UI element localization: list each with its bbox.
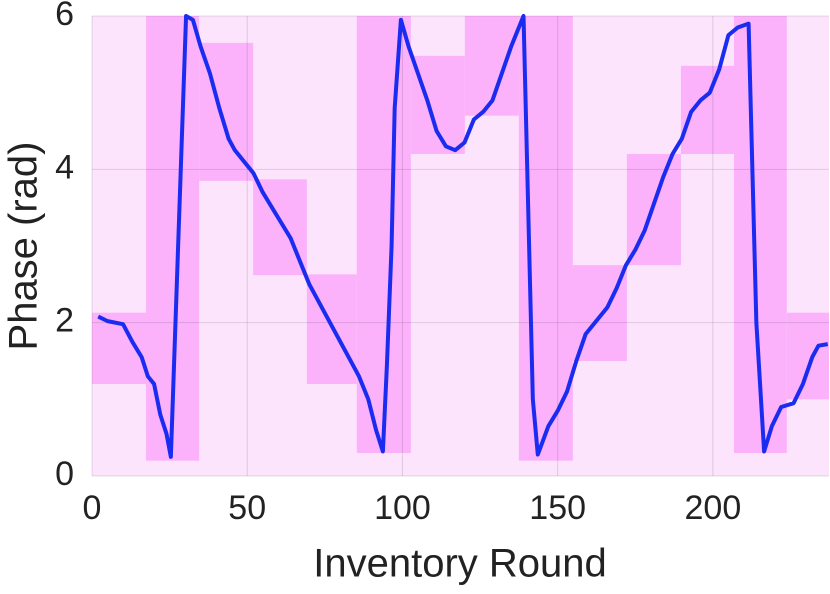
y-tick-label: 4: [55, 148, 74, 186]
x-tick-label: 150: [529, 489, 586, 527]
y-tick-label: 2: [55, 302, 74, 340]
x-tick-label: 50: [228, 489, 266, 527]
region: [356, 16, 411, 453]
y-tick-label: 6: [55, 0, 74, 33]
x-tick-label: 100: [374, 489, 431, 527]
y-tick-label: 0: [55, 455, 74, 493]
x-tick-label: 200: [685, 489, 742, 527]
x-axis-label: Inventory Round: [313, 542, 607, 586]
y-axis-label: Phase (rad): [2, 142, 46, 351]
x-tick-label: 0: [83, 489, 102, 527]
region: [786, 312, 829, 400]
region: [680, 65, 735, 154]
region: [410, 55, 465, 154]
line: [97, 14, 829, 459]
